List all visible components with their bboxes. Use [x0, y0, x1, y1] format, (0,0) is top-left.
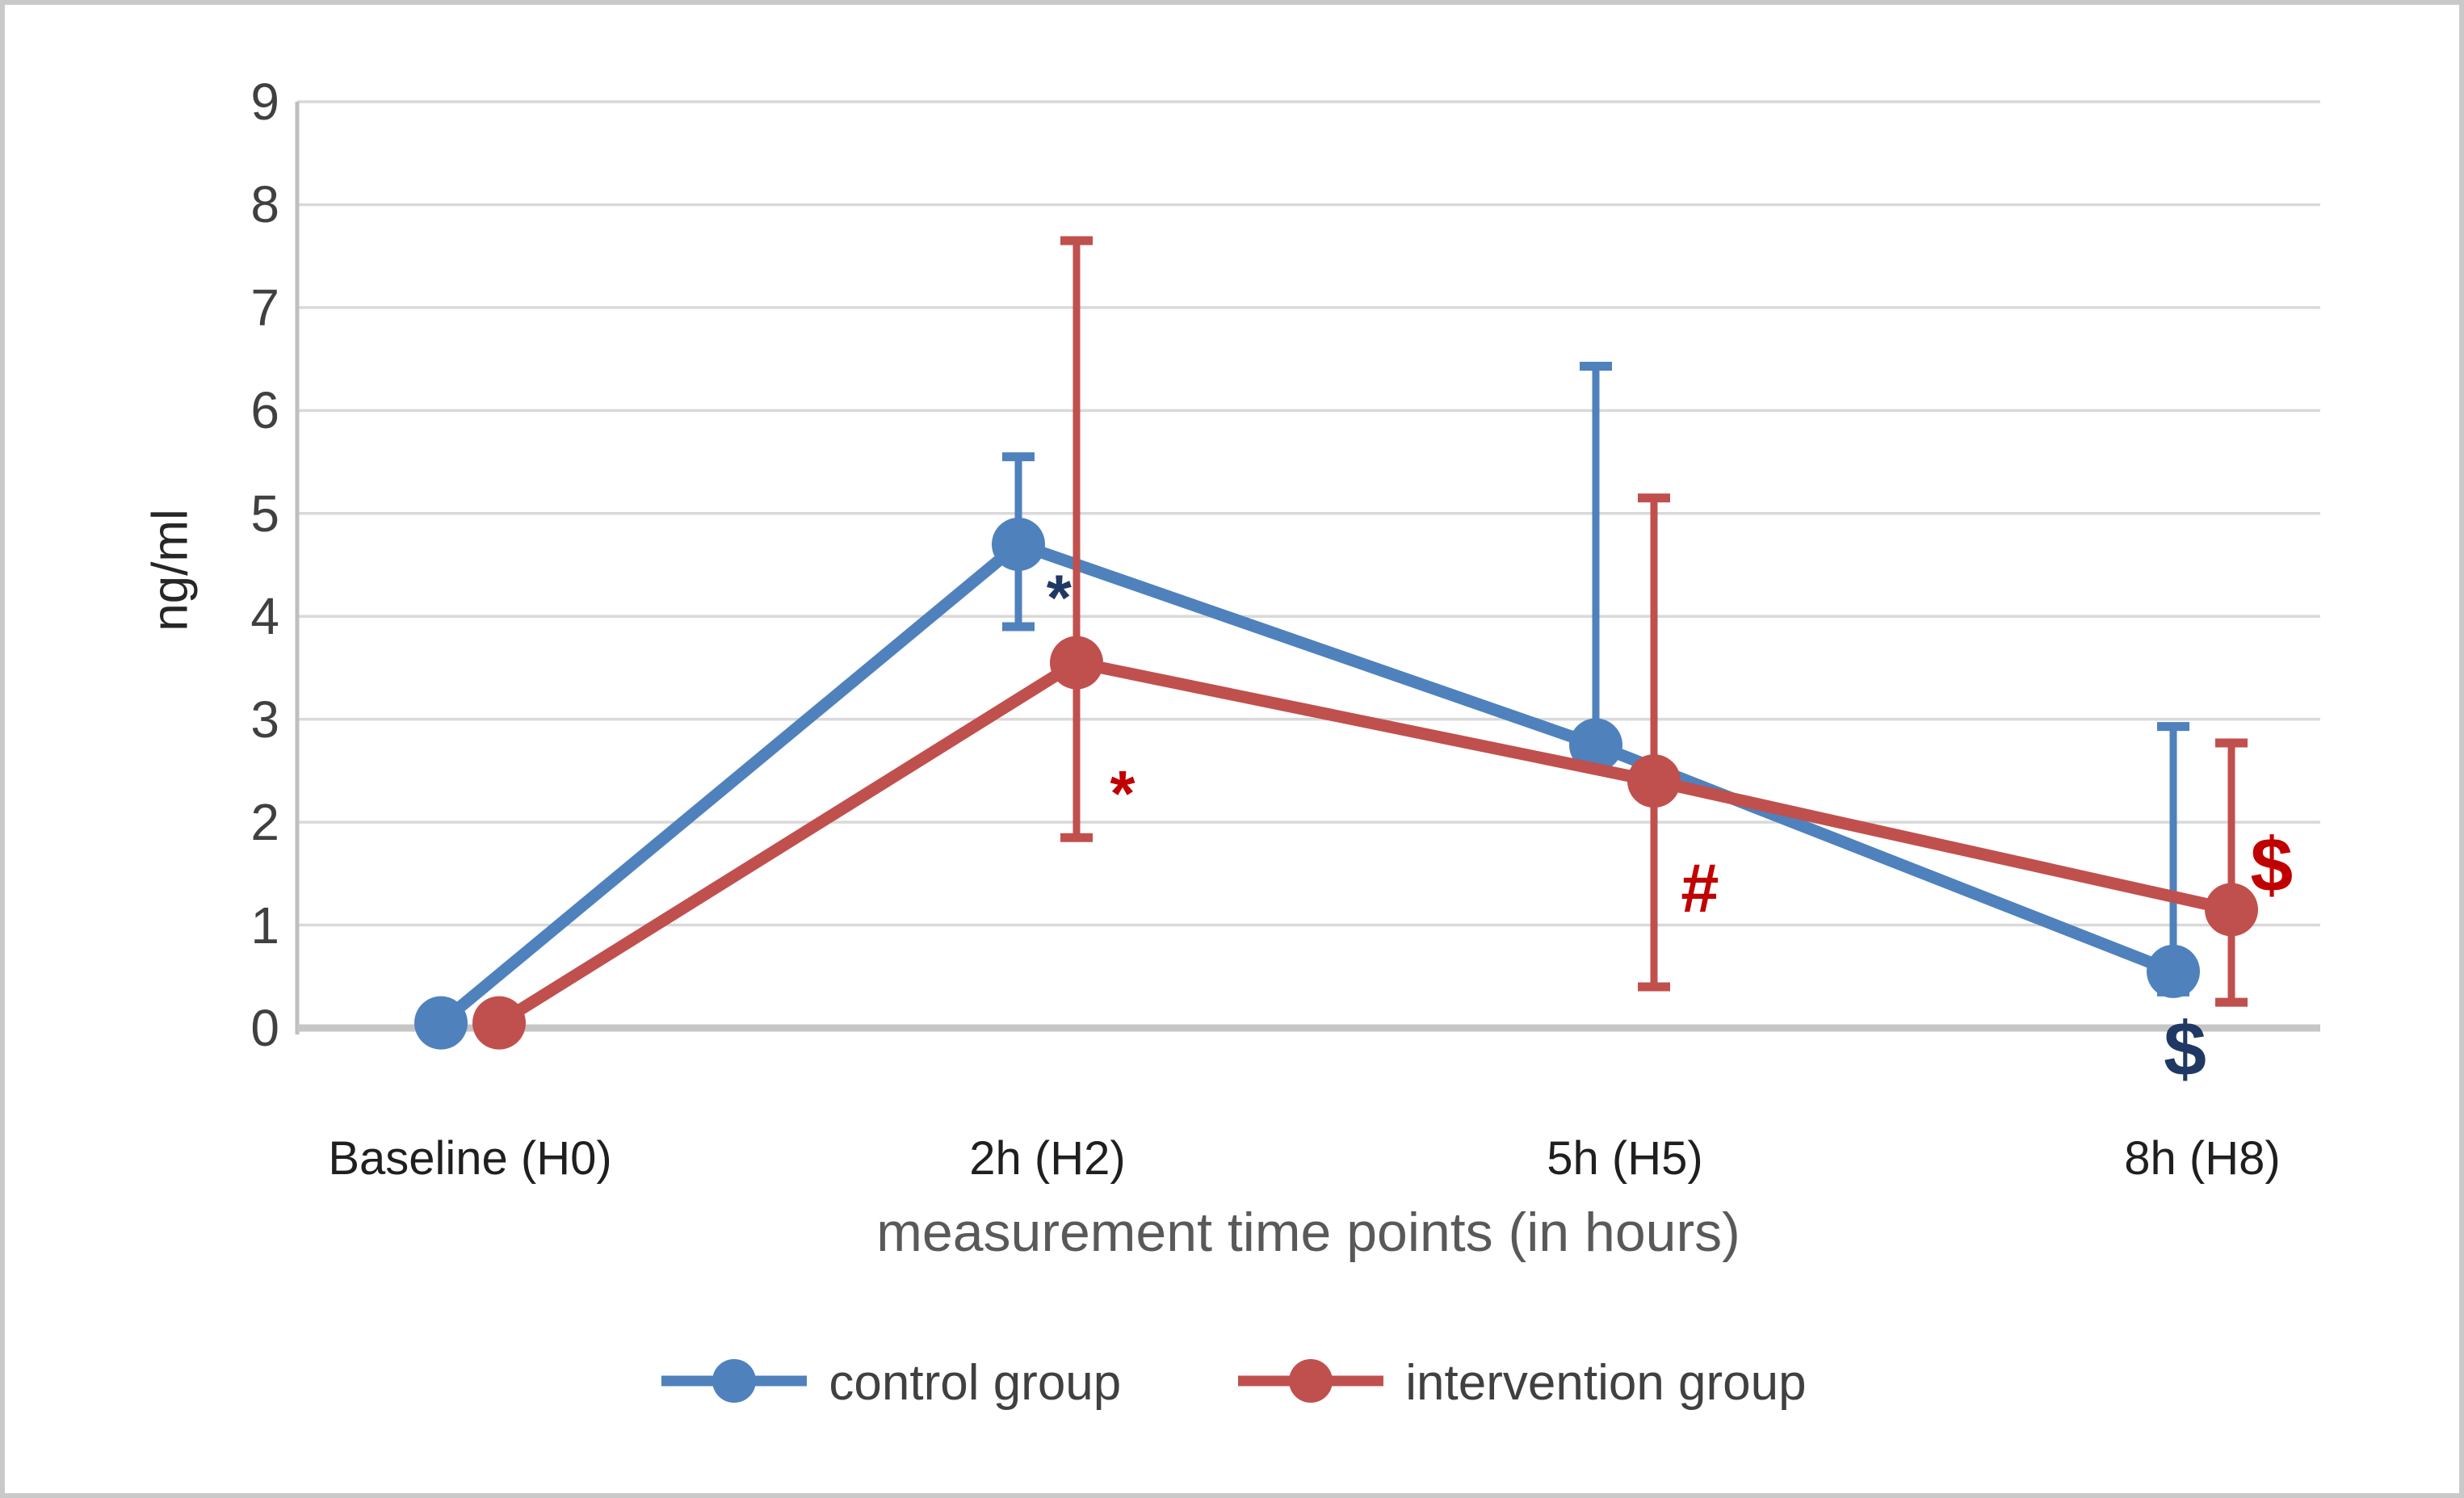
- x-category-label: 2h (H2): [969, 1132, 1126, 1185]
- significance-symbol: $: [2164, 1007, 2206, 1093]
- y-tick-label: 3: [250, 690, 279, 749]
- y-tick-label: 7: [250, 278, 279, 337]
- y-tick-label: 0: [250, 999, 279, 1057]
- data-point-marker: [1627, 754, 1681, 808]
- y-tick-label: 5: [250, 484, 279, 543]
- series-line: [437, 538, 2176, 1028]
- significance-symbol: $: [2250, 823, 2293, 908]
- legend-item-control-group: control group: [657, 1355, 1121, 1411]
- legend-label-intervention-group: intervention group: [1405, 1354, 1807, 1411]
- data-point-marker: [472, 996, 526, 1050]
- data-point-marker: [414, 996, 468, 1050]
- legend-label-control-group: control group: [829, 1354, 1122, 1411]
- data-point-marker: [1569, 718, 1622, 772]
- control-group-marker-icon: [657, 1355, 811, 1411]
- x-category-label: 8h (H8): [2124, 1132, 2281, 1185]
- significance-symbol: *: [1110, 757, 1135, 829]
- x-category-label: Baseline (H0): [328, 1132, 612, 1185]
- data-point-marker: [2205, 883, 2258, 937]
- legend-item-intervention-group: intervention group: [1234, 1354, 1807, 1411]
- legend: control group intervention group: [5, 1355, 2459, 1411]
- significance-symbol: *: [1047, 562, 1072, 634]
- x-category-label: 5h (H5): [1547, 1132, 1703, 1185]
- significance-symbol: #: [1681, 850, 1719, 927]
- intervention-group-marker-icon: [1234, 1355, 1387, 1411]
- y-tick-label: 1: [250, 896, 279, 955]
- y-tick-label: 6: [250, 381, 279, 440]
- y-tick-label: 9: [250, 73, 279, 131]
- plot-area: * * # $ $: [295, 100, 2320, 1093]
- data-point-marker: [1050, 636, 1103, 690]
- x-axis-title: measurement time points (in hours): [876, 1202, 1740, 1263]
- data-point-marker: [2147, 944, 2200, 998]
- y-tick-label: 4: [250, 587, 279, 646]
- series-line: [496, 657, 2233, 1028]
- y-tick-label: 2: [250, 793, 279, 852]
- y-tick-label: 8: [250, 175, 279, 234]
- y-axis-title: ng/ml: [142, 509, 199, 632]
- data-point-marker: [992, 518, 1045, 572]
